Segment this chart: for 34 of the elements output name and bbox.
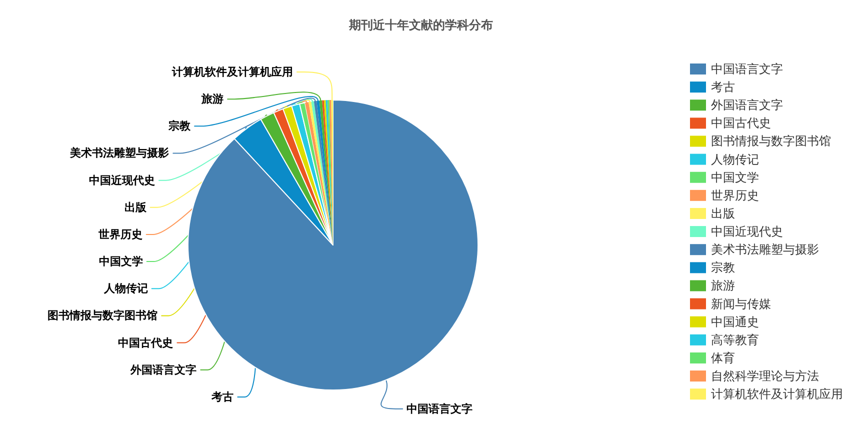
slice-label: 旅游 xyxy=(202,92,224,106)
title: 期刊近十年文献的学科分布 xyxy=(349,18,493,32)
slice-label: 考古 xyxy=(212,390,234,404)
slice-label: 世界历史 xyxy=(98,228,142,241)
slice-label: 中国文学 xyxy=(98,255,143,268)
legend-label: 外国语言文字 xyxy=(711,98,783,112)
legend-label: 中国近现代史 xyxy=(711,224,783,239)
legend-label: 中国语言文字 xyxy=(711,62,783,76)
legend-label: 新闻与传媒 xyxy=(711,296,771,311)
slice-label: 出版 xyxy=(124,200,146,214)
legend-label: 人物传记 xyxy=(711,152,759,166)
legend-label: 宗教 xyxy=(711,260,735,275)
slice-label: 中国古代史 xyxy=(118,336,174,350)
slice-label: 中国近现代史 xyxy=(88,174,155,187)
legend-label: 计算机软件及计算机应用 xyxy=(711,387,843,402)
slice-label: 中国语言文字 xyxy=(406,402,473,416)
legend-label: 考古 xyxy=(711,80,735,94)
legend-label: 体育 xyxy=(711,350,735,365)
slice-label: 图书情报与数字图书馆 xyxy=(48,309,158,322)
legend-label: 美术书法雕塑与摄影 xyxy=(711,242,819,257)
legend-label: 中国文学 xyxy=(711,170,759,184)
legend-label: 旅游 xyxy=(711,278,735,293)
slice-label: 外国语言文字 xyxy=(130,363,197,376)
legend-label: 中国古代史 xyxy=(711,116,771,130)
slice-label: 计算机软件及计算机应用 xyxy=(172,66,293,78)
slice-label: 宗教 xyxy=(168,120,191,133)
slice-label: 美术书法雕塑与摄影 xyxy=(70,146,170,160)
legend-label: 图书情报与数字图书馆 xyxy=(711,134,831,148)
legend-label: 自然科学理论与方法 xyxy=(711,369,819,384)
slice-label: 人物传记 xyxy=(104,282,148,296)
legend-label: 高等教育 xyxy=(711,332,759,347)
legend-label: 中国通史 xyxy=(711,314,759,329)
legend-label: 世界历史 xyxy=(711,188,759,202)
legend-label: 出版 xyxy=(711,206,735,220)
